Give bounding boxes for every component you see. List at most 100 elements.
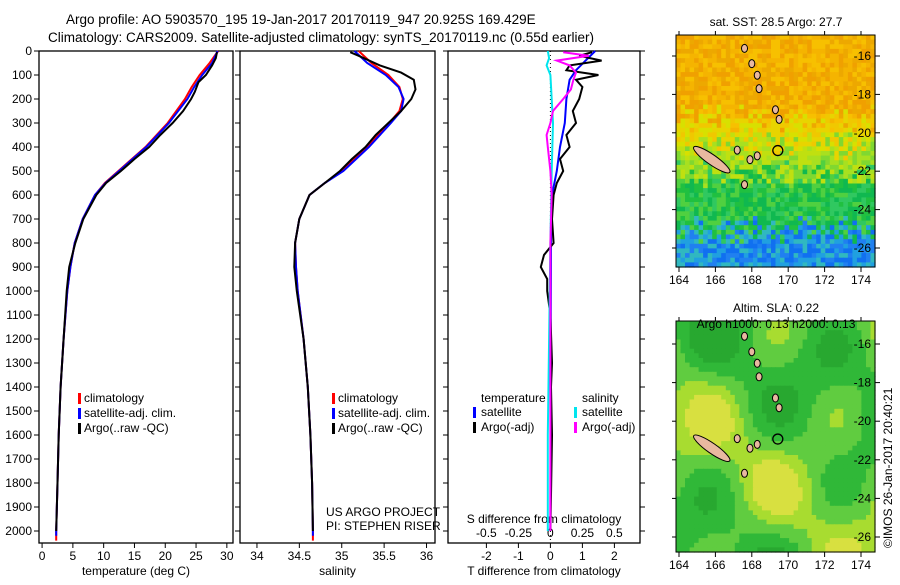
map-cell [703,72,709,78]
map-cell [689,390,695,396]
x-tick-label: 0 [547,549,554,563]
map-cell [843,431,849,438]
map-cell [793,76,799,82]
map-cell [757,459,763,465]
map-cell [712,390,718,396]
map-cell [807,418,813,424]
map-cell [820,58,826,64]
map-cell [743,86,749,92]
map-cell [694,468,700,474]
map-cell [707,533,713,539]
map-cell [694,478,700,484]
map-cell [757,39,763,45]
map-cell [752,408,758,414]
map-cell [685,113,691,120]
map-cell [820,48,826,55]
map-cell [680,385,686,391]
map-cell [780,464,786,470]
map-cell [694,399,700,405]
map-cell [829,367,835,373]
map-cell [730,118,736,124]
map-cell [716,538,722,544]
map-cell [739,211,745,217]
map-cell [856,422,862,428]
map-cell [748,450,754,456]
map-cell [870,183,876,189]
map-cell [843,146,849,152]
map-cell [861,86,867,92]
map-cell [761,123,767,129]
map-cell [856,127,862,133]
map-cell [847,76,853,82]
map-cell [838,169,844,175]
map-cell [816,524,822,530]
map-cell [743,35,749,41]
map-cell [698,257,704,263]
map-cell [825,505,831,511]
map-cell [789,344,795,350]
map-cell [757,262,763,268]
map-cell [730,248,736,254]
map-cell [734,501,740,507]
map-cell [793,524,799,530]
map-cell [861,81,867,87]
lon-tick-label: 174 [851,558,871,572]
map-cell [676,109,682,115]
map-cell [689,183,695,189]
map-cell [870,464,876,470]
map-cell [766,348,772,354]
map-cell [843,178,849,184]
map-cell [784,169,790,175]
map-cell [834,464,840,470]
map-cell [689,381,695,387]
map-cell [734,44,740,50]
map-cell [816,197,822,203]
map-cell [748,464,754,470]
map-cell [811,496,817,502]
map-cell [712,62,718,68]
map-cell [689,62,695,68]
map-cell [829,132,835,138]
map-cell [811,418,817,424]
map-cell [807,367,813,373]
map-cell [838,325,844,331]
map-cell [743,174,749,180]
map-cell [784,353,790,359]
map-cell [793,248,799,254]
map-cell [820,202,826,208]
map-cell [721,62,727,68]
map-cell [811,262,817,268]
map-cell [676,262,682,268]
map-cell [703,257,709,263]
map-cell [725,48,731,55]
map-cell [712,399,718,405]
map-cell [816,35,822,41]
map-cell [870,390,876,396]
map-cell [757,225,763,231]
map-cell [766,53,772,59]
map-cell [725,459,731,465]
map-cell [707,100,713,106]
map-cell [703,248,709,254]
map-cell [775,524,781,530]
map-cell [816,155,822,161]
map-cell [748,104,754,110]
map-cell [716,146,722,152]
map-cell [698,501,704,507]
map-cell [807,376,813,382]
map-cell [725,436,731,442]
map-cell [798,160,804,166]
map-cell [861,132,867,138]
map-cell [694,253,700,259]
map-cell [689,468,695,474]
map-cell [870,381,876,387]
map-cell [775,422,781,428]
map-cell [829,487,835,493]
map-cell [721,505,727,511]
map-cell [811,321,817,327]
map-cell [761,257,767,263]
map-cell [716,390,722,396]
map-cell [870,399,876,405]
map-cell [843,104,849,110]
map-cell [789,141,795,147]
